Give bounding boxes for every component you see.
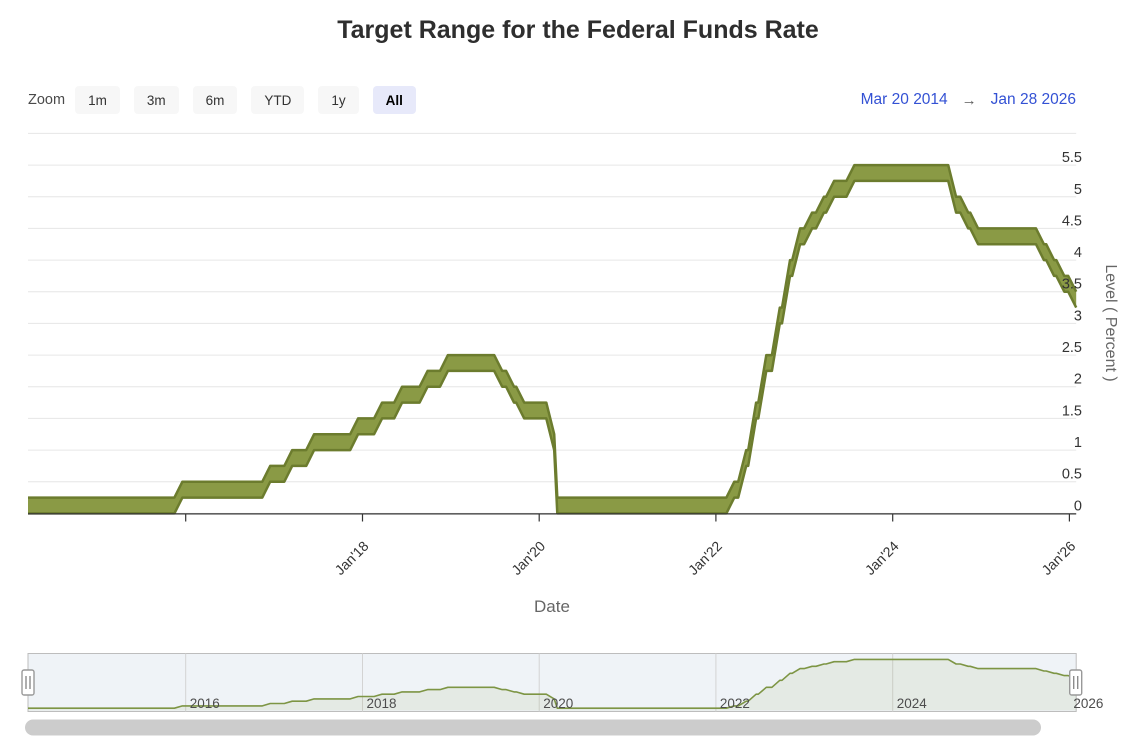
x-axis-label: Jan'20: [508, 538, 548, 578]
y-axis-label: 0: [1074, 498, 1082, 514]
y-axis-label: 4: [1074, 245, 1082, 261]
zoom-button-all[interactable]: All: [372, 86, 416, 114]
range-selector-buttons: 1m 3m 6m YTD 1y All: [75, 86, 430, 114]
x-axis-label: Jan'18: [331, 538, 371, 578]
y-axis-label: 0.5: [1062, 467, 1082, 483]
range-selector: Zoom 1m 3m 6m YTD 1y All: [28, 86, 430, 114]
range-band: [28, 165, 1077, 514]
navigator-year-label: 2016: [190, 696, 220, 711]
navigator-year-label: 2020: [543, 696, 573, 711]
zoom-label: Zoom: [28, 92, 66, 108]
zoom-button-3m[interactable]: 3m: [133, 86, 179, 114]
navigator-track[interactable]: [27, 653, 1077, 712]
navigator-handle-left[interactable]: [21, 669, 35, 696]
y-axis-label: 5: [1074, 182, 1082, 198]
x-axis-label: Jan'24: [862, 538, 902, 578]
navigator-series-line: [28, 658, 1077, 710]
date-range-arrow-icon: →: [961, 91, 977, 109]
range-band-upper-edge: [28, 163, 1078, 499]
y-axis-label: 3: [1074, 308, 1082, 324]
navigator-year-label: 2026: [1073, 696, 1103, 711]
page-title: Target Range for the Federal Funds Rate: [337, 16, 819, 44]
date-to-input[interactable]: Jan 28 2026: [990, 91, 1076, 108]
navigator-year-label: 2022: [720, 696, 750, 711]
navigator-year-label: 2018: [367, 696, 397, 711]
zoom-button-1m[interactable]: 1m: [75, 86, 120, 114]
range-band-lower-edge: [28, 179, 1078, 515]
date-range: Mar 20 2014 → Jan 28 2026: [861, 86, 1076, 114]
zoom-button-1y[interactable]: 1y: [318, 86, 359, 114]
date-from-input[interactable]: Mar 20 2014: [860, 91, 948, 108]
y-axis-label: 2: [1074, 372, 1082, 388]
y-axis-label: 2.5: [1062, 340, 1082, 356]
navigator-handle-right[interactable]: [1068, 669, 1083, 696]
navigator-area: [28, 659, 1077, 711]
zoom-button-ytd[interactable]: YTD: [251, 86, 305, 114]
x-axis-label: Jan'22: [685, 538, 725, 578]
y-axis-label: 5.5: [1062, 150, 1082, 166]
navigator-year-label: 2024: [897, 696, 928, 711]
y-axis-label: 1: [1074, 435, 1082, 451]
y-axis-label: 1.5: [1062, 403, 1082, 419]
y-axis-label: 3.5: [1062, 277, 1082, 293]
x-axis-label: Jan'26: [1038, 538, 1078, 578]
x-axis-title: Date: [534, 597, 570, 616]
y-axis-label: 4.5: [1062, 213, 1082, 229]
scrollbar-thumb[interactable]: [25, 719, 1041, 736]
zoom-button-6m[interactable]: 6m: [192, 86, 238, 114]
y-axis-title: Level ( Percent ): [1102, 264, 1119, 381]
